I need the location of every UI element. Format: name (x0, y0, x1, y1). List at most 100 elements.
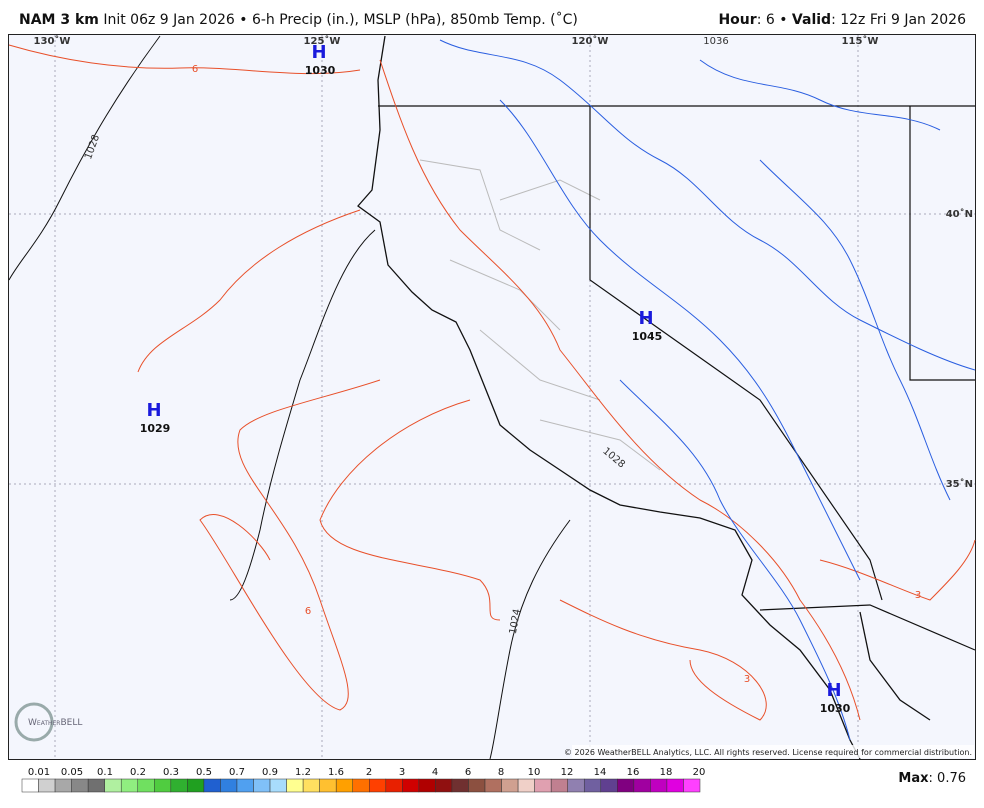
isotherm-label: 6 (305, 606, 311, 617)
isotherm-label: 3 (744, 674, 750, 685)
colorbar-label: 6 (465, 767, 471, 778)
header-part: Valid (791, 12, 832, 28)
colorbar-swatch (501, 778, 519, 793)
colorbar-swatch (583, 778, 602, 793)
colorbar-swatch (435, 778, 453, 793)
longitude-label: 130˚W (34, 35, 71, 47)
colorbar-swatch (236, 778, 254, 793)
colorbar-swatch (187, 778, 205, 793)
max-value: 0.76 (937, 771, 966, 786)
colorbar-label: 0.05 (61, 767, 83, 778)
colorbar-swatch (468, 778, 486, 793)
colorbar-label: 20 (693, 767, 706, 778)
high-pressure: 1029 (140, 422, 171, 435)
colorbar-swatch (650, 778, 668, 793)
isobar-label: 1036 (703, 36, 728, 47)
colorbar-swatch (104, 778, 122, 793)
header-right: Hour: 6 • Valid: 12z Fri 9 Jan 2026 (718, 12, 966, 28)
colorbar-swatch (253, 778, 271, 793)
high-marker: H (311, 42, 326, 63)
colorbar-swatch (534, 778, 552, 793)
colorbar-label: 0.01 (28, 767, 50, 778)
header-part: Hour (718, 12, 757, 28)
colorbar-swatch (71, 778, 89, 793)
isotherms (8, 44, 976, 721)
model-name: NAM 3 km (19, 12, 99, 28)
longitude-label: 115˚W (842, 35, 879, 47)
colorbar-swatch (302, 778, 320, 793)
logo-swirl (14, 702, 54, 742)
colorbar-swatch (269, 778, 287, 793)
high-marker: H (146, 400, 161, 421)
colorbar-swatch (633, 778, 651, 793)
colorbar-label: 0.5 (196, 767, 212, 778)
isobars (8, 35, 571, 760)
colorbar-swatch (666, 778, 684, 793)
colorbar-swatch (220, 778, 238, 793)
colorbar-label: 14 (594, 767, 607, 778)
colorbar-label: 0.7 (229, 767, 245, 778)
coastline (357, 35, 931, 760)
colorbar-swatch (385, 778, 403, 793)
longitude-label: 120˚W (572, 35, 609, 47)
copyright: © 2026 WeatherBELL Analytics, LLC. All r… (564, 748, 972, 757)
precip-contours (439, 39, 976, 741)
colorbar-swatch (54, 778, 72, 793)
colorbar-label: 12 (561, 767, 574, 778)
colorbar-swatch (402, 778, 420, 793)
colorbar-swatch (120, 778, 139, 793)
max-label: Max (898, 771, 929, 786)
colorbar-label: 18 (660, 767, 673, 778)
colorbar-label: 0.3 (163, 767, 179, 778)
isobar-label: 1024 (508, 608, 523, 635)
logo: WeatherBELL (28, 718, 82, 728)
colorbar-swatch (600, 778, 618, 793)
colorbar-swatch (319, 778, 337, 793)
colorbar-label: 10 (528, 767, 541, 778)
isotherm-label: 3 (915, 590, 921, 601)
max-box: Max: 0.76 (898, 771, 966, 786)
header-part: : 12z Fri 9 Jan 2026 (831, 12, 966, 28)
colorbar-swatch (203, 778, 221, 793)
colorbar-label: 3 (399, 767, 405, 778)
colorbar-swatch (335, 778, 353, 793)
colorbar-label: 4 (432, 767, 438, 778)
colorbar-swatch (418, 778, 436, 793)
high-pressure: 1045 (632, 330, 663, 343)
copyright-bg (572, 745, 974, 758)
longitude-label: 125˚W (304, 35, 341, 47)
colorbar-label: 0.2 (130, 767, 146, 778)
colorbar-label: 1.2 (295, 767, 311, 778)
colorbar-swatch (21, 778, 39, 793)
header-part: : 6 • (756, 12, 792, 28)
colorbar-label: 2 (366, 767, 372, 778)
colorbar-swatch (550, 778, 568, 793)
colorbar-label: 8 (498, 767, 504, 778)
colorbar-label: 16 (627, 767, 640, 778)
colorbar-swatch (87, 778, 105, 793)
header-left: NAM 3 km Init 06z 9 Jan 2026 • 6-h Preci… (19, 12, 578, 28)
colorbar-swatch (286, 778, 304, 793)
high-marker: H (826, 680, 841, 701)
colorbar-swatch (517, 778, 535, 793)
colorbar-swatch (484, 778, 502, 793)
colorbar-swatch (170, 778, 188, 793)
colorbar-swatch (352, 778, 370, 793)
colorbar-swatch (567, 778, 585, 793)
high-marker: H (638, 308, 653, 329)
colorbar-label: 0.9 (262, 767, 278, 778)
colorbar-swatch (38, 778, 56, 793)
colorbar-swatch (683, 778, 701, 793)
high-pressure: 1030 (820, 702, 851, 715)
map-frame (8, 34, 976, 760)
colorbar-label: 0.1 (97, 767, 113, 778)
colorbar-swatch (137, 778, 155, 793)
colorbar-swatch (451, 778, 469, 793)
colorbar-label: 1.6 (328, 767, 344, 778)
borders (378, 105, 976, 651)
county-lines (419, 159, 661, 471)
colorbar-swatch (617, 778, 635, 793)
description: Init 06z 9 Jan 2026 • 6-h Precip (in.), … (103, 12, 578, 28)
